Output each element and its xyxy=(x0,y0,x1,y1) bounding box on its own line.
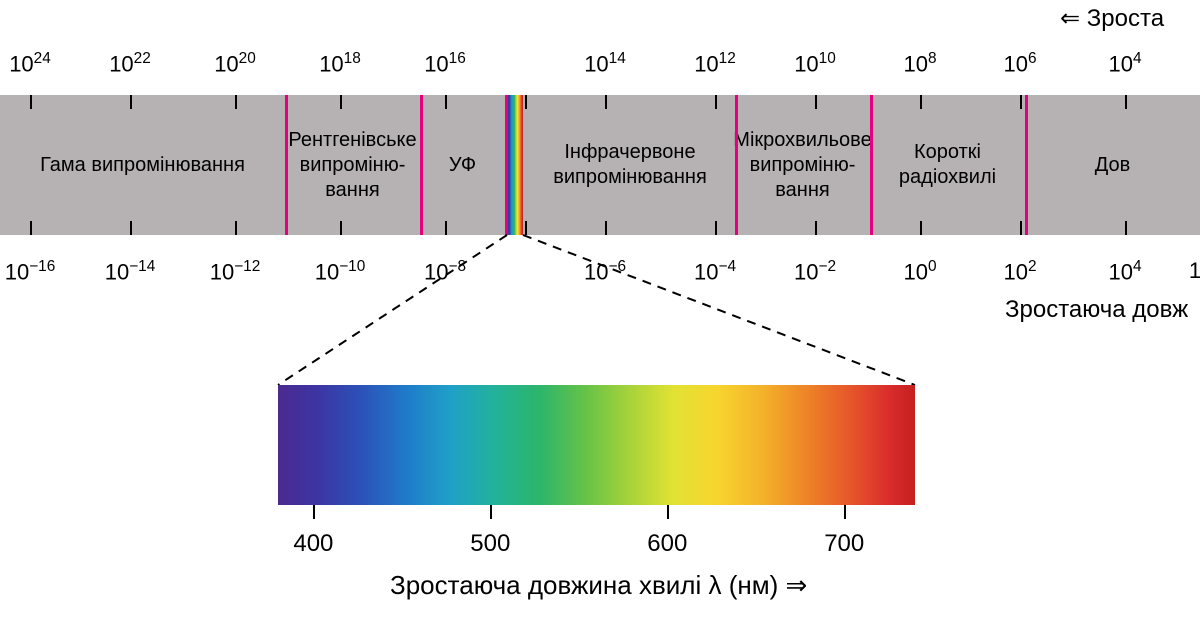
tick-mark xyxy=(30,221,32,235)
tick-mark xyxy=(235,221,237,235)
freq-label-top: 1010 xyxy=(794,50,836,77)
wave-label-bottom: 10−10 xyxy=(315,258,366,285)
tick-mark xyxy=(920,95,922,109)
tick-mark xyxy=(605,221,607,235)
tick-mark xyxy=(605,95,607,109)
wave-label-bottom: 104 xyxy=(1108,258,1141,285)
wave-label-bottom: 10−16 xyxy=(5,258,56,285)
bottom-axis-label: Зростаюча довж xyxy=(1005,296,1188,324)
spectrum-region: Інфрачервоне випромінювання xyxy=(525,95,735,235)
tick-mark xyxy=(130,95,132,109)
wave-label-bottom: 102 xyxy=(1003,258,1036,285)
region-divider xyxy=(420,95,423,235)
tick-mark xyxy=(340,95,342,109)
tick-mark xyxy=(525,95,527,109)
spectrum-region: Рентгенівське випроміню-вання xyxy=(285,95,420,235)
visible-spectrum-bar xyxy=(278,385,915,505)
visible-tick xyxy=(313,505,315,519)
tick-mark xyxy=(1125,221,1127,235)
freq-label-top: 106 xyxy=(1003,50,1036,77)
em-band: Гама випромінюванняРентгенівське випромі… xyxy=(0,95,1200,235)
region-divider xyxy=(285,95,288,235)
spectrum-region: Короткі радіохвилі xyxy=(870,95,1025,235)
top-annotation: ⇐ Зроста xyxy=(1060,4,1200,33)
visible-tick xyxy=(490,505,492,519)
wave-label-bottom: 10−4 xyxy=(694,258,736,285)
tick-mark xyxy=(1020,221,1022,235)
visible-tick-label: 400 xyxy=(293,530,333,558)
visible-light-strip xyxy=(507,95,523,235)
bottom-caption-text: Зростаюча довжина хвилі λ (нм) ⇒ xyxy=(390,570,807,600)
visible-tick xyxy=(667,505,669,519)
tick-mark xyxy=(445,221,447,235)
tick-mark xyxy=(715,95,717,109)
tick-mark xyxy=(445,95,447,109)
wave-label-bottom: 1 xyxy=(1189,258,1200,284)
region-divider xyxy=(505,95,508,235)
region-divider xyxy=(1025,95,1028,235)
freq-label-top: 1012 xyxy=(694,50,736,77)
spectrum-region: Мікрохвильове випроміню-вання xyxy=(735,95,870,235)
wave-label-bottom: 100 xyxy=(903,258,936,285)
tick-mark xyxy=(1125,95,1127,109)
spectrum-diagram: ⇐ Зроста 1024 1022 1020 1018 1016 1014 1012 101… xyxy=(0,0,1200,630)
freq-label-top: 1020 xyxy=(214,50,256,77)
wave-label-bottom: 10−12 xyxy=(210,258,261,285)
tick-mark xyxy=(715,221,717,235)
spectrum-region: Дов xyxy=(1025,95,1200,235)
wave-label-bottom: 10−14 xyxy=(105,258,156,285)
region-divider xyxy=(870,95,873,235)
freq-label-top: 1022 xyxy=(109,50,151,77)
freq-label-top: 1024 xyxy=(9,50,51,77)
tick-mark xyxy=(130,221,132,235)
spectrum-region: УФ xyxy=(420,95,505,235)
visible-tick-label: 600 xyxy=(647,530,687,558)
wave-label-bottom: 10−8 xyxy=(424,258,466,285)
freq-label-top: 104 xyxy=(1108,50,1141,77)
freq-label-top: 1016 xyxy=(424,50,466,77)
freq-label-top: 1014 xyxy=(584,50,626,77)
tick-mark xyxy=(815,221,817,235)
bottom-caption: Зростаюча довжина хвилі λ (нм) ⇒ xyxy=(390,570,807,601)
wave-label-bottom: 10−2 xyxy=(794,258,836,285)
tick-mark xyxy=(815,95,817,109)
visible-tick-label: 500 xyxy=(470,530,510,558)
tick-mark xyxy=(30,95,32,109)
spectrum-region: Гама випромінювання xyxy=(0,95,285,235)
tick-mark xyxy=(525,221,527,235)
visible-tick-label: 700 xyxy=(824,530,864,558)
tick-mark xyxy=(1020,95,1022,109)
wave-label-bottom: 10−6 xyxy=(584,258,626,285)
region-divider xyxy=(735,95,738,235)
top-annotation-text: ⇐ Зроста xyxy=(1060,5,1164,32)
freq-label-top: 108 xyxy=(903,50,936,77)
visible-tick xyxy=(844,505,846,519)
freq-label-top: 1018 xyxy=(319,50,361,77)
tick-mark xyxy=(235,95,237,109)
tick-mark xyxy=(340,221,342,235)
tick-mark xyxy=(920,221,922,235)
